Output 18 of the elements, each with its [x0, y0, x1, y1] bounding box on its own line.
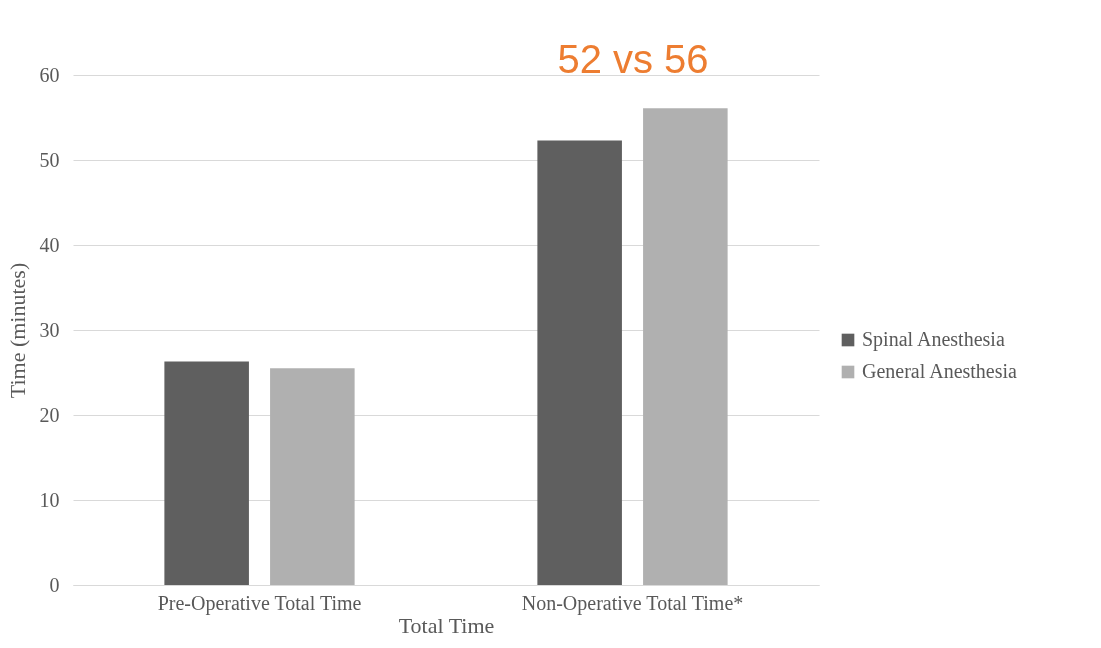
- annotation: 52 vs 56: [557, 37, 709, 81]
- y-tick-label: 20: [39, 403, 60, 426]
- x-axis-title: Total Time: [398, 612, 495, 638]
- bar: [164, 361, 249, 585]
- bar: [270, 368, 355, 585]
- y-tick-label: 0: [49, 573, 60, 596]
- legend-label: Spinal Anesthesia: [862, 328, 1005, 351]
- y-tick-label: 10: [39, 488, 60, 511]
- x-tick-label: Non-Operative Total Time*: [521, 591, 744, 615]
- y-tick-label: 40: [39, 233, 60, 256]
- legend-label: General Anesthesia: [862, 360, 1018, 382]
- bar: [537, 140, 622, 585]
- y-axis-title: Time (minutes): [4, 262, 30, 399]
- x-tick-label: Pre-Operative Total Time: [157, 591, 362, 615]
- y-tick-label: 30: [39, 318, 60, 341]
- y-tick-label: 60: [39, 63, 60, 86]
- bar: [643, 108, 728, 585]
- y-tick-label: 50: [39, 148, 60, 171]
